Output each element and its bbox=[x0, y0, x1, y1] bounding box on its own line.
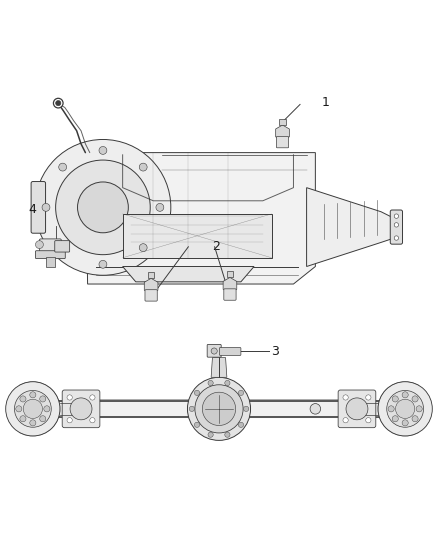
Bar bbox=[227, 271, 233, 278]
FancyBboxPatch shape bbox=[219, 348, 241, 356]
Circle shape bbox=[187, 377, 251, 440]
Circle shape bbox=[78, 182, 128, 233]
Circle shape bbox=[90, 395, 95, 400]
Circle shape bbox=[378, 382, 432, 436]
Circle shape bbox=[194, 422, 200, 427]
Circle shape bbox=[208, 381, 213, 386]
FancyBboxPatch shape bbox=[145, 290, 157, 301]
Circle shape bbox=[238, 390, 244, 395]
Text: 3: 3 bbox=[272, 344, 279, 358]
Circle shape bbox=[20, 416, 26, 422]
Circle shape bbox=[6, 382, 60, 436]
Circle shape bbox=[99, 260, 107, 268]
FancyBboxPatch shape bbox=[338, 390, 376, 427]
Circle shape bbox=[346, 398, 368, 420]
Circle shape bbox=[156, 204, 164, 211]
Circle shape bbox=[189, 406, 194, 411]
Circle shape bbox=[343, 418, 348, 423]
Circle shape bbox=[139, 244, 147, 252]
Circle shape bbox=[202, 392, 236, 425]
Bar bbox=[46, 257, 55, 266]
Circle shape bbox=[35, 241, 43, 248]
FancyBboxPatch shape bbox=[207, 344, 221, 357]
Circle shape bbox=[394, 214, 399, 219]
FancyBboxPatch shape bbox=[276, 136, 289, 148]
Circle shape bbox=[412, 416, 418, 422]
Circle shape bbox=[402, 420, 408, 426]
Circle shape bbox=[16, 406, 22, 412]
Circle shape bbox=[14, 391, 51, 427]
Circle shape bbox=[225, 432, 230, 437]
Polygon shape bbox=[144, 278, 158, 294]
Polygon shape bbox=[123, 214, 272, 258]
Circle shape bbox=[388, 406, 394, 412]
Circle shape bbox=[30, 392, 36, 398]
Circle shape bbox=[67, 418, 72, 423]
FancyBboxPatch shape bbox=[55, 241, 70, 252]
Circle shape bbox=[56, 101, 61, 106]
FancyBboxPatch shape bbox=[62, 390, 100, 427]
Polygon shape bbox=[211, 358, 227, 377]
Circle shape bbox=[59, 163, 67, 171]
Bar bbox=[148, 272, 154, 278]
Circle shape bbox=[59, 244, 67, 252]
FancyBboxPatch shape bbox=[39, 239, 61, 255]
Text: 4: 4 bbox=[28, 203, 36, 216]
Circle shape bbox=[392, 396, 398, 402]
Circle shape bbox=[343, 395, 348, 400]
Circle shape bbox=[44, 406, 50, 412]
Circle shape bbox=[416, 406, 422, 412]
Circle shape bbox=[225, 381, 230, 386]
Circle shape bbox=[394, 223, 399, 227]
Circle shape bbox=[139, 163, 147, 171]
Circle shape bbox=[90, 418, 95, 423]
Circle shape bbox=[366, 395, 371, 400]
FancyBboxPatch shape bbox=[35, 251, 65, 259]
Circle shape bbox=[194, 390, 200, 395]
Circle shape bbox=[208, 432, 213, 437]
Circle shape bbox=[394, 236, 399, 240]
Circle shape bbox=[20, 396, 26, 402]
Circle shape bbox=[396, 399, 415, 418]
Polygon shape bbox=[85, 152, 315, 284]
Circle shape bbox=[70, 398, 92, 420]
Circle shape bbox=[67, 395, 72, 400]
Circle shape bbox=[387, 391, 424, 427]
Circle shape bbox=[23, 399, 42, 418]
Circle shape bbox=[40, 416, 46, 422]
Circle shape bbox=[366, 418, 371, 423]
Circle shape bbox=[30, 420, 36, 426]
Circle shape bbox=[244, 406, 249, 411]
Polygon shape bbox=[123, 266, 254, 282]
Circle shape bbox=[99, 147, 107, 155]
Text: 2: 2 bbox=[212, 240, 220, 253]
Circle shape bbox=[56, 160, 150, 255]
Circle shape bbox=[53, 98, 63, 108]
Circle shape bbox=[238, 422, 244, 427]
Polygon shape bbox=[276, 125, 290, 141]
Circle shape bbox=[402, 392, 408, 398]
Circle shape bbox=[35, 140, 171, 275]
Circle shape bbox=[310, 403, 321, 414]
Circle shape bbox=[211, 348, 217, 354]
Circle shape bbox=[42, 204, 50, 211]
Polygon shape bbox=[223, 278, 237, 293]
Polygon shape bbox=[307, 188, 394, 266]
Bar bbox=[279, 119, 286, 125]
Circle shape bbox=[392, 416, 398, 422]
Text: 1: 1 bbox=[322, 96, 330, 109]
FancyBboxPatch shape bbox=[224, 289, 236, 300]
FancyBboxPatch shape bbox=[31, 182, 46, 233]
Circle shape bbox=[40, 396, 46, 402]
FancyBboxPatch shape bbox=[390, 210, 403, 244]
Circle shape bbox=[195, 385, 243, 433]
Circle shape bbox=[412, 396, 418, 402]
